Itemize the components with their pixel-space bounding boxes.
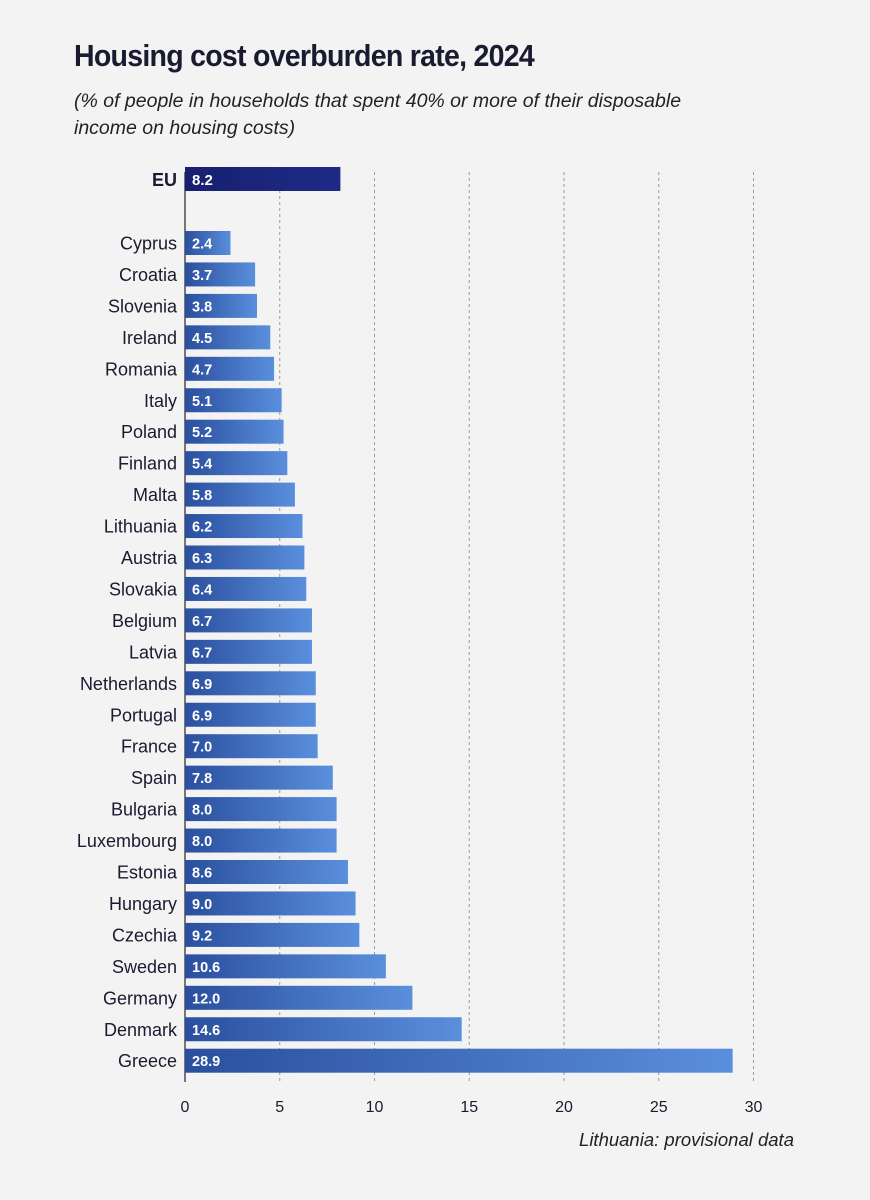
- bar-croatia: [185, 262, 256, 287]
- data-label-finland: 5.4: [192, 457, 212, 473]
- bar-portugal: [185, 702, 316, 727]
- data-label-hungary: 9.0: [192, 897, 212, 913]
- bar-france: [185, 734, 318, 759]
- category-label-greece: Greece: [118, 1051, 177, 1071]
- category-label-slovakia: Slovakia: [109, 579, 178, 599]
- x-tick-label: 20: [555, 1099, 573, 1116]
- category-label-austria: Austria: [121, 548, 178, 568]
- x-tick-label: 30: [745, 1099, 763, 1116]
- bar-austria: [185, 545, 305, 570]
- category-label-hungary: Hungary: [109, 894, 177, 914]
- bar-poland: [185, 419, 284, 444]
- x-tick-label: 25: [650, 1099, 668, 1116]
- data-label-austria: 6.3: [192, 551, 212, 567]
- bar-greece: [185, 1048, 733, 1073]
- category-label-eu: EU: [152, 170, 177, 190]
- category-label-croatia: Croatia: [119, 265, 178, 285]
- bar-hungary: [185, 891, 356, 916]
- data-label-ireland: 4.5: [192, 331, 212, 347]
- bar-estonia: [185, 860, 348, 884]
- bar-lithuania: [185, 514, 303, 539]
- data-label-greece: 28.9: [192, 1054, 220, 1070]
- bar-bulgaria: [185, 797, 337, 822]
- data-label-poland: 5.2: [192, 425, 212, 441]
- category-label-belgium: Belgium: [112, 611, 177, 631]
- bar-slovakia: [185, 576, 307, 601]
- bar-romania: [185, 356, 275, 381]
- bar-finland: [185, 451, 288, 476]
- data-label-estonia: 8.6: [192, 866, 212, 882]
- data-label-slovenia: 3.8: [192, 299, 212, 315]
- bar-malta: [185, 482, 295, 507]
- bar-cyprus: [185, 231, 231, 255]
- data-label-eu: 8.2: [192, 172, 213, 189]
- bar-slovenia: [185, 293, 258, 318]
- data-label-denmark: 14.6: [192, 1023, 220, 1039]
- category-label-latvia: Latvia: [129, 642, 178, 662]
- bar-luxembourg: [185, 828, 337, 853]
- bar-spain: [185, 765, 333, 790]
- data-label-czechia: 9.2: [192, 928, 212, 944]
- data-label-italy: 5.1: [192, 394, 212, 410]
- category-label-luxembourg: Luxembourg: [77, 831, 177, 851]
- data-label-belgium: 6.7: [192, 614, 212, 630]
- data-label-malta: 5.8: [192, 488, 212, 504]
- category-label-estonia: Estonia: [117, 863, 178, 883]
- category-label-sweden: Sweden: [112, 957, 177, 977]
- category-label-romania: Romania: [105, 359, 178, 379]
- data-label-portugal: 6.9: [192, 708, 212, 724]
- bar-czechia: [185, 922, 360, 947]
- category-label-germany: Germany: [103, 988, 177, 1008]
- data-label-lithuania: 6.2: [192, 520, 212, 536]
- bar-latvia: [185, 639, 312, 664]
- category-label-finland: Finland: [118, 454, 177, 474]
- data-label-sweden: 10.6: [192, 960, 220, 976]
- category-label-bulgaria: Bulgaria: [111, 800, 178, 820]
- x-tick-label: 5: [275, 1099, 284, 1116]
- data-label-bulgaria: 8.0: [192, 803, 212, 819]
- x-tick-label: 0: [181, 1099, 190, 1116]
- category-label-malta: Malta: [133, 485, 178, 505]
- data-label-luxembourg: 8.0: [192, 834, 212, 850]
- data-label-latvia: 6.7: [192, 645, 212, 661]
- category-label-portugal: Portugal: [110, 705, 177, 725]
- bars: [185, 167, 733, 1073]
- chart-title: Housing cost overburden rate, 2024: [74, 38, 535, 73]
- x-tick-label: 10: [366, 1099, 384, 1116]
- bar-eu: [185, 167, 341, 191]
- data-label-slovakia: 6.4: [192, 582, 212, 598]
- bar-sweden: [185, 954, 386, 979]
- category-label-italy: Italy: [144, 391, 177, 411]
- category-label-denmark: Denmark: [104, 1020, 178, 1040]
- category-label-slovenia: Slovenia: [108, 296, 178, 316]
- category-label-spain: Spain: [131, 768, 177, 788]
- category-label-netherlands: Netherlands: [80, 674, 177, 694]
- bar-italy: [185, 388, 282, 413]
- bar-denmark: [185, 1017, 462, 1042]
- chart-subtitle: (% of people in households that spent 40…: [74, 90, 682, 139]
- category-label-cyprus: Cyprus: [120, 234, 177, 254]
- category-label-poland: Poland: [121, 422, 177, 442]
- bar-ireland: [185, 325, 271, 350]
- category-label-lithuania: Lithuania: [104, 517, 178, 537]
- bar-netherlands: [185, 671, 316, 696]
- category-labels: 8.2 EU 2.4 Cyprus 3.7 Croatia 3.8 Slovenia 4.5 Ir…: [77, 170, 220, 1071]
- bar-belgium: [185, 608, 312, 633]
- data-label-france: 7.0: [192, 740, 212, 756]
- x-axis: 0 5 10 15 20 25 30: [181, 1099, 763, 1116]
- footnote: Lithuania: provisional data: [579, 1129, 794, 1150]
- data-label-netherlands: 6.9: [192, 677, 212, 693]
- category-label-ireland: Ireland: [122, 328, 177, 348]
- bar-germany: [185, 985, 413, 1010]
- data-label-croatia: 3.7: [192, 268, 212, 284]
- x-tick-label: 15: [460, 1099, 478, 1116]
- category-label-czechia: Czechia: [112, 925, 178, 945]
- data-label-spain: 7.8: [192, 771, 212, 787]
- data-label-cyprus: 2.4: [192, 237, 212, 253]
- data-label-romania: 4.7: [192, 362, 212, 378]
- data-label-germany: 12.0: [192, 991, 220, 1007]
- category-label-france: France: [121, 737, 177, 757]
